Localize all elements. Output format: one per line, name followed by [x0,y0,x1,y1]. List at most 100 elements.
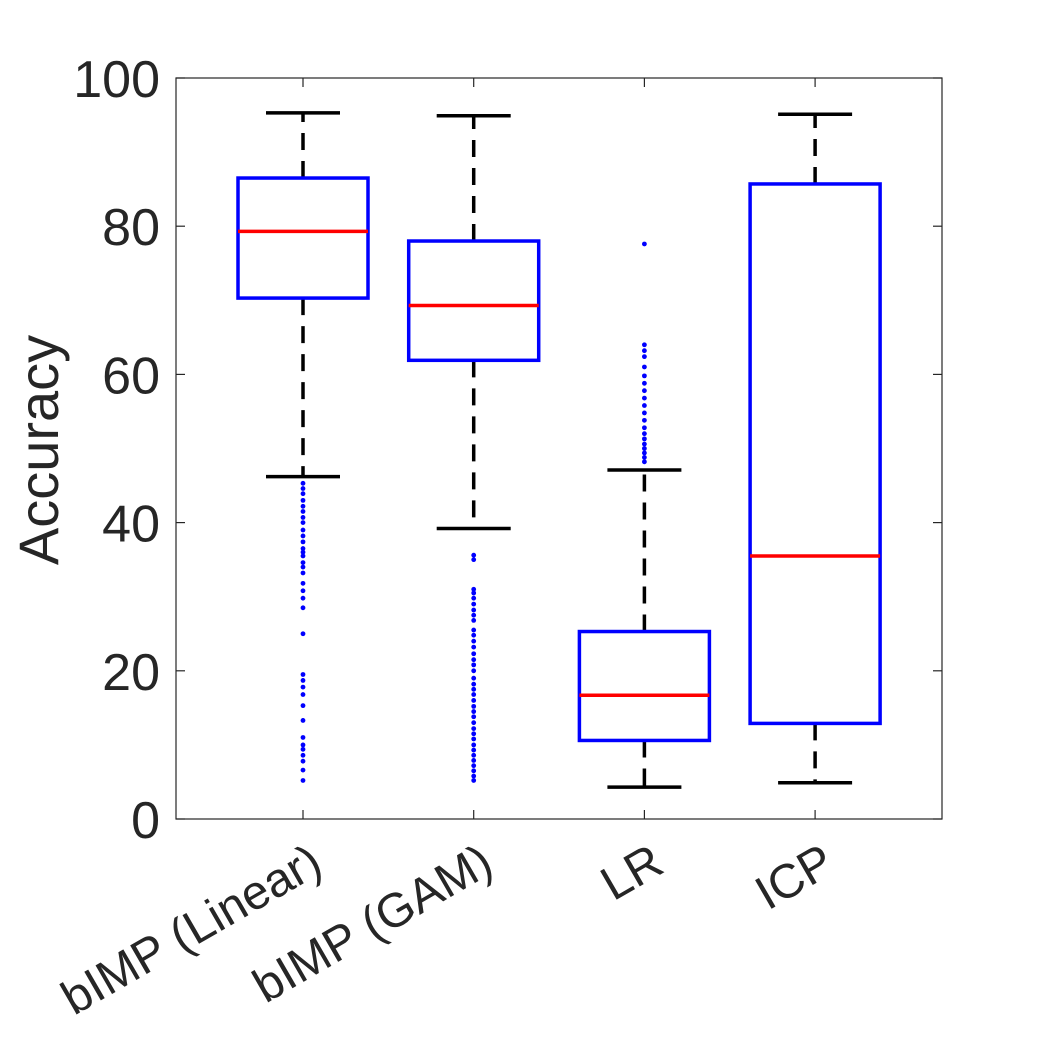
outlier-point [642,403,647,408]
outlier-point [642,441,647,447]
outlier-point [300,778,306,783]
boxes-layer [236,111,882,789]
outlier-point [471,657,477,663]
x-tick-label: LR [592,835,672,912]
outlier-point [300,564,306,570]
outlier-point [471,607,477,613]
outlier-point [642,410,647,416]
iqr-box [748,182,882,726]
box-group [236,111,370,783]
outlier-point [300,588,306,594]
outlier-point [471,773,477,779]
outlier-point [471,675,477,681]
outlier-point [471,747,477,753]
outlier-point [300,546,306,551]
outlier-point [300,549,306,555]
outlier-point [642,241,647,247]
outlier-point [471,758,477,763]
box-group [748,112,882,785]
outlier-point [300,580,306,586]
outlier-point [471,731,477,737]
outlier-point [471,644,477,650]
outlier-point [642,417,647,423]
y-tick-label: 100 [73,51,160,109]
outlier-point [300,520,306,525]
plot-area [176,78,942,819]
outlier-point [642,354,647,360]
outlier-point [300,758,306,764]
outlier-point [471,557,477,563]
outlier-point [471,586,477,592]
outlier-point [642,446,647,451]
outlier-point [471,651,477,657]
outlier-point [471,763,477,769]
outlier-point [300,735,306,740]
outlier-point [300,497,306,503]
outlier-point [300,480,306,486]
outlier-point [471,595,477,601]
outlier-point [300,533,306,539]
outlier-point [471,638,477,644]
iqr-box [406,239,541,363]
outlier-point [471,720,477,726]
axes-frame [175,77,943,820]
outlier-point [471,552,477,558]
outlier-point [471,742,477,748]
outlier-point [471,709,477,714]
outlier-point [300,742,306,748]
outlier-point [300,631,306,637]
outlier-point [300,746,306,752]
outlier-point [471,601,477,607]
outlier-point [471,612,477,618]
outlier-point [300,678,306,683]
outlier-point [642,425,647,431]
outlier-point [300,684,306,690]
outlier-point [471,736,477,742]
box-group [406,114,541,783]
outlier-point [471,726,477,731]
y-tick-label: 40 [102,496,160,554]
outlier-point [300,491,306,497]
y-axis-label: Accuracy [7,335,70,565]
outlier-point [471,686,477,692]
y-tick-label: 60 [102,347,160,405]
outlier-point [642,388,647,394]
outlier-point [300,486,306,491]
outlier-point [300,570,306,576]
outlier-point [300,752,306,758]
outlier-point [642,436,647,442]
iqr-box [236,176,370,300]
outlier-point [300,595,306,601]
outlier-point [471,627,477,633]
outlier-point [642,395,647,401]
outlier-point [642,348,647,354]
outlier-point [300,560,306,566]
outlier-point [300,503,306,509]
outlier-point [642,364,647,370]
outlier-point [642,342,647,348]
outlier-point [300,767,306,773]
outlier-point [471,590,477,596]
outlier-point [471,681,477,687]
box-group [577,241,712,789]
outlier-point [642,459,647,465]
y-tick-label: 0 [131,792,160,850]
outlier-point [300,718,306,723]
outlier-point [300,527,306,533]
outlier-point [471,714,477,720]
outlier-point [300,605,306,611]
outlier-point [471,698,477,703]
y-tick-label: 80 [102,199,160,257]
outlier-point [300,509,306,514]
outlier-point [300,672,306,677]
outlier-point [642,373,647,379]
outlier-point [471,618,477,623]
outlier-point [471,778,477,783]
x-tick-label: ICP [747,835,843,921]
outlier-point [471,662,477,668]
outlier-point [300,515,306,520]
y-tick-label: 20 [102,644,160,702]
outlier-point [300,539,306,545]
